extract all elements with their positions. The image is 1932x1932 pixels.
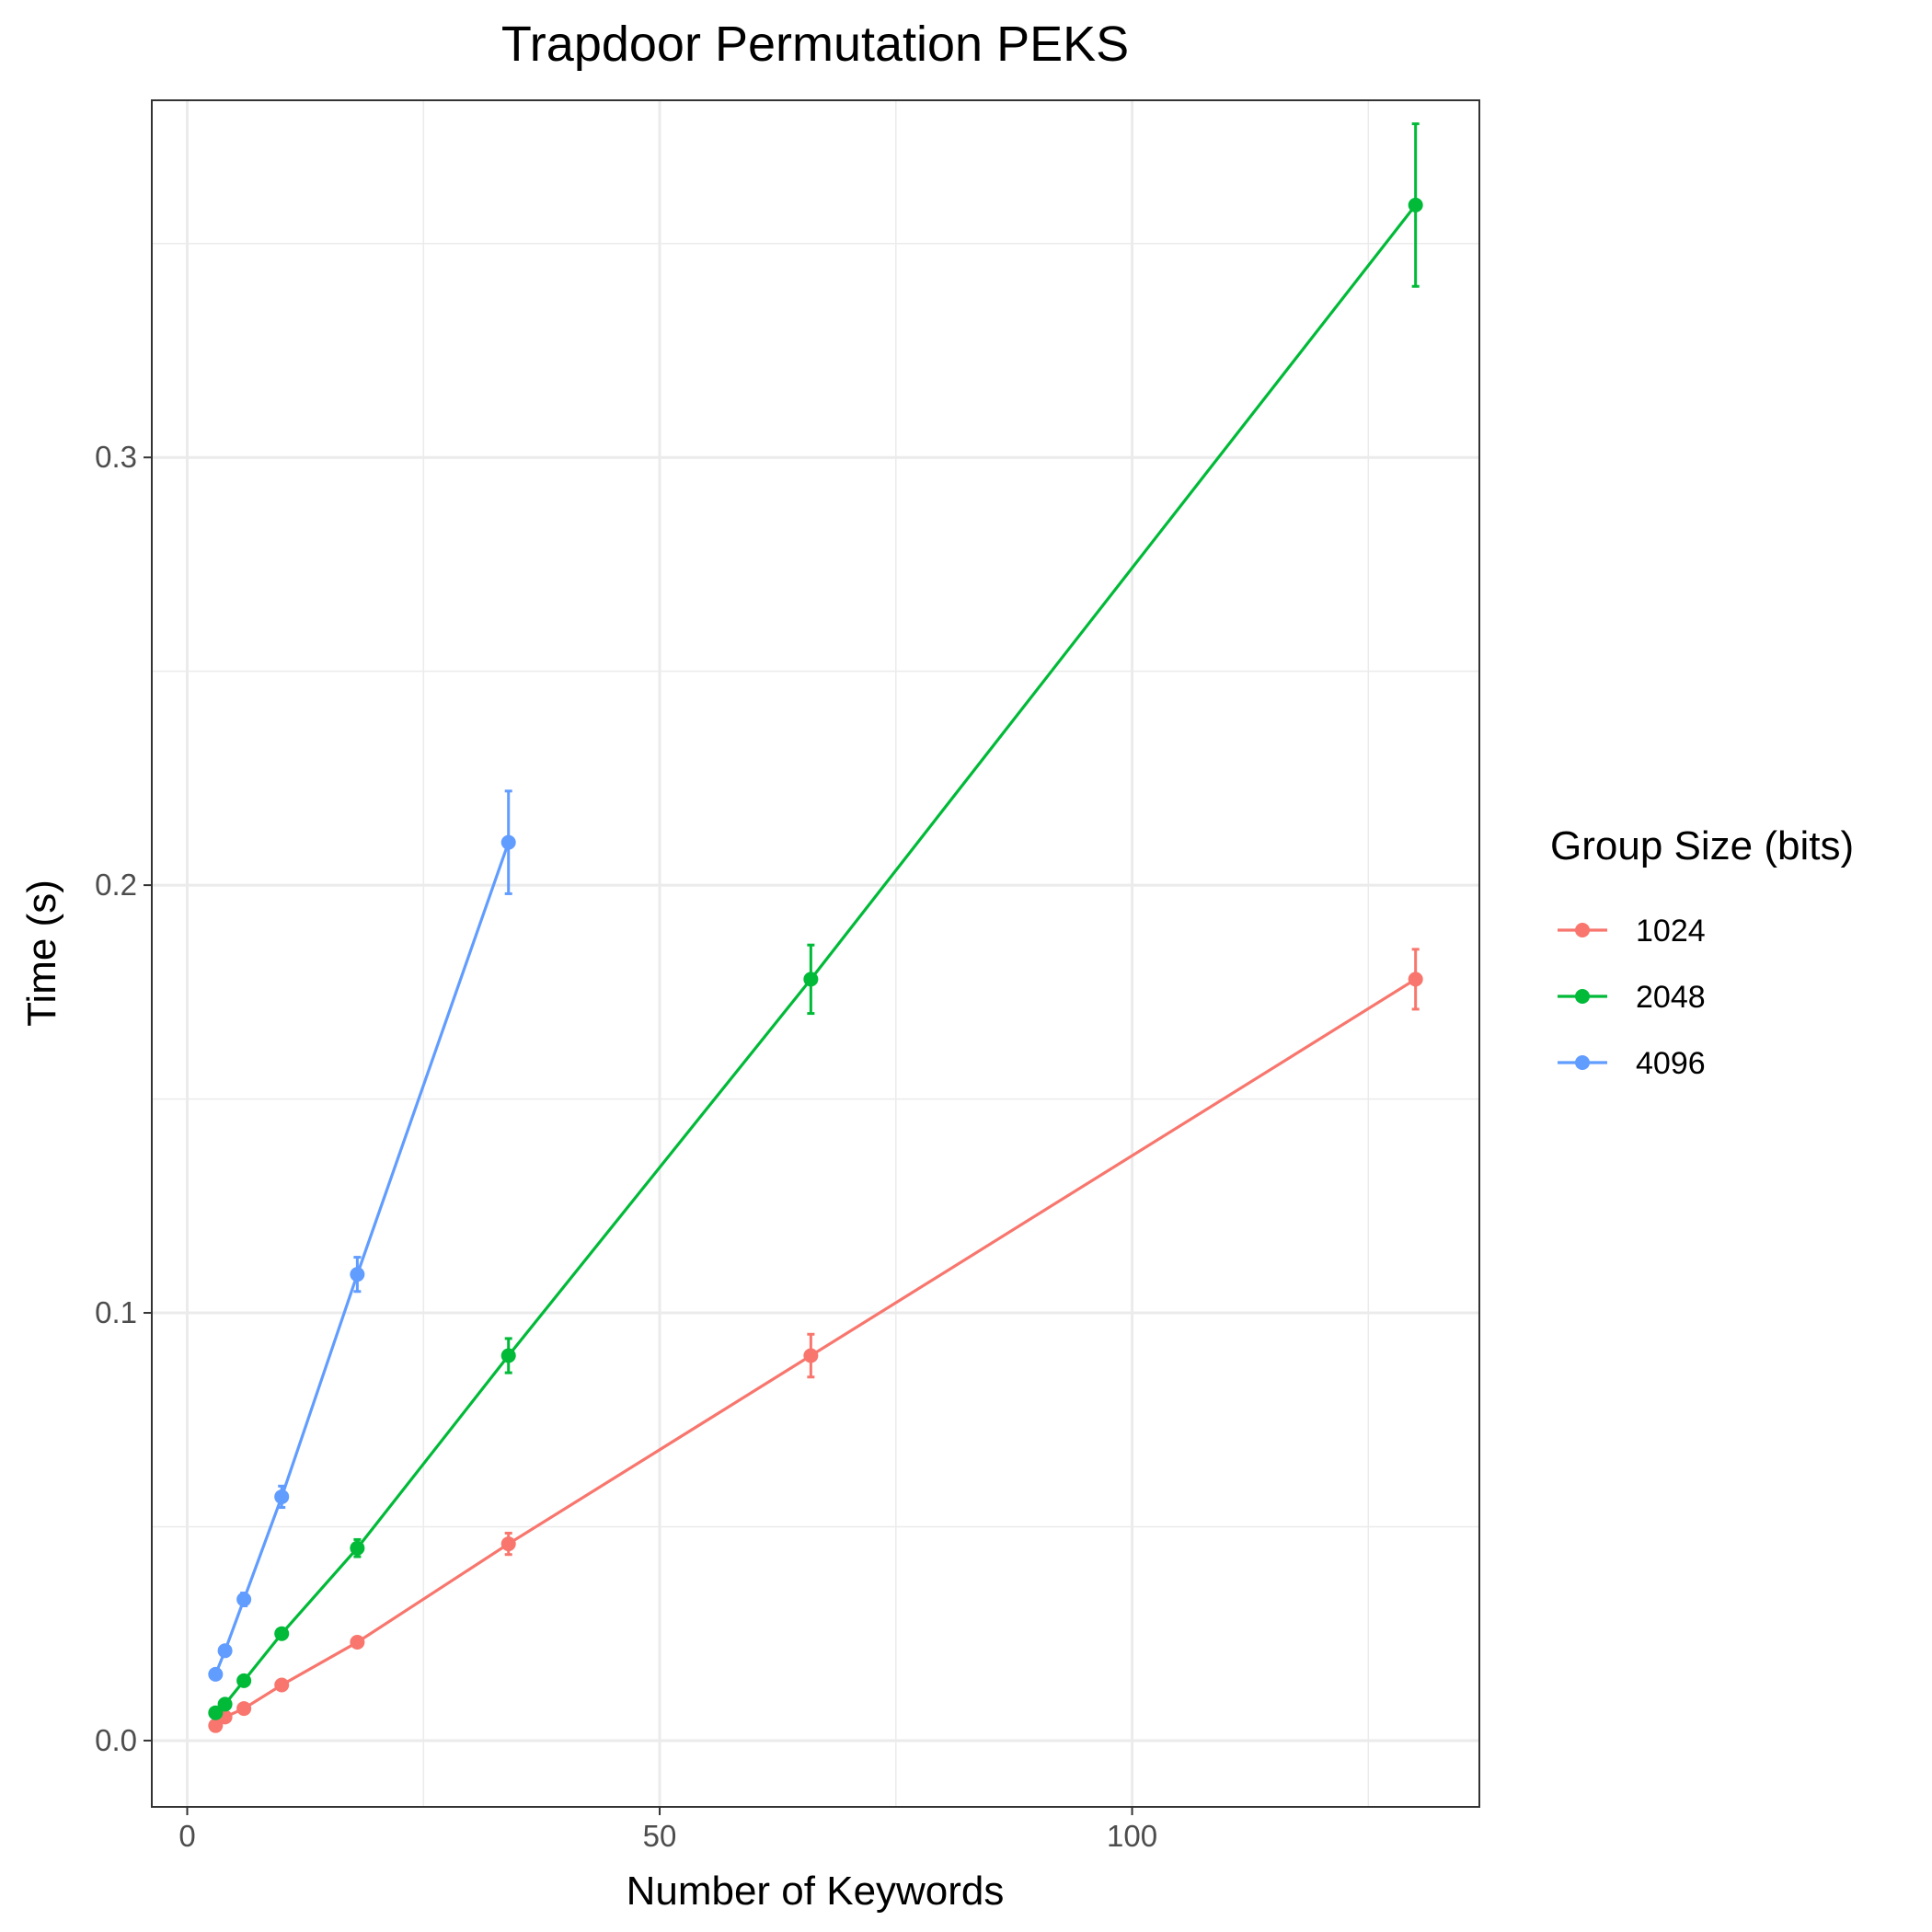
legend-key-point xyxy=(1575,989,1590,1004)
data-point xyxy=(217,1696,233,1712)
data-point xyxy=(350,1540,365,1556)
data-point xyxy=(217,1643,233,1659)
legend-item-4096: 4096 xyxy=(1558,1046,1706,1081)
x-tick-label: 50 xyxy=(643,1819,677,1853)
legend-label: 2048 xyxy=(1636,980,1706,1015)
series-4096 xyxy=(208,789,516,1682)
chart-title: Trapdoor Permutation PEKS xyxy=(501,17,1129,72)
data-point xyxy=(236,1592,252,1607)
grid-minor xyxy=(152,100,1479,1807)
legend-items: 1024 2048 4096 xyxy=(1558,914,1706,1081)
x-axis-title: Number of Keywords xyxy=(627,1869,1005,1914)
series-2048 xyxy=(208,122,1423,1720)
series-1024 xyxy=(208,948,1423,1733)
data-point xyxy=(208,1666,224,1682)
x-tick-label: 100 xyxy=(1107,1819,1157,1853)
y-tick-label: 0.3 xyxy=(95,440,137,474)
data-point xyxy=(1408,972,1423,987)
plot-area xyxy=(151,99,1480,1808)
data-point xyxy=(274,1626,290,1641)
legend-key-point xyxy=(1575,923,1590,937)
y-tick-label: 0.2 xyxy=(95,868,137,902)
legend-label: 4096 xyxy=(1636,1046,1706,1081)
y-axis-title: Time (s) xyxy=(19,880,64,1027)
y-tick-label: 0.1 xyxy=(95,1295,137,1329)
data-point xyxy=(500,1536,516,1552)
data-point xyxy=(274,1489,290,1504)
data-point xyxy=(803,972,819,987)
data-point xyxy=(500,834,516,850)
plot-panel-background xyxy=(152,100,1479,1807)
legend-label: 1024 xyxy=(1636,914,1706,949)
data-point xyxy=(236,1701,252,1717)
data-point xyxy=(803,1348,819,1363)
data-point xyxy=(208,1705,224,1720)
data-point xyxy=(274,1677,290,1693)
legend: Group Size (bits) 1024 2048 4096 xyxy=(1550,823,1854,1081)
legend-title: Group Size (bits) xyxy=(1550,823,1854,868)
x-axis: 0 50 100 xyxy=(178,1807,1157,1853)
y-axis: 0.0 0.1 0.2 0.3 xyxy=(95,440,152,1757)
x-tick-label: 0 xyxy=(178,1819,195,1853)
data-point xyxy=(208,1718,224,1733)
series-layer xyxy=(208,122,1423,1733)
data-point xyxy=(1408,197,1423,213)
legend-item-1024: 1024 xyxy=(1558,914,1706,949)
data-point xyxy=(500,1348,516,1363)
data-point xyxy=(236,1673,252,1688)
legend-key-point xyxy=(1575,1055,1590,1070)
plot-panel-border xyxy=(151,99,1480,1808)
y-tick-label: 0.0 xyxy=(95,1723,137,1757)
legend-item-2048: 2048 xyxy=(1558,980,1706,1015)
data-point xyxy=(350,1267,365,1282)
data-point xyxy=(350,1635,365,1650)
grid-major xyxy=(152,100,1479,1807)
